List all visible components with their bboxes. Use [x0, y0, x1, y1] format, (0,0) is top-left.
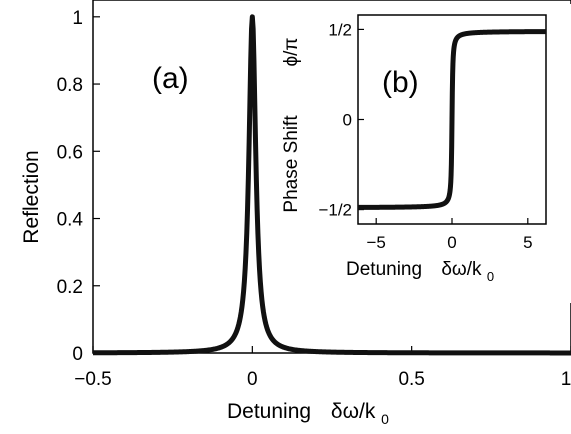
main-y-axis-title: Reflection — [20, 150, 43, 243]
main-x-tick-label: 1 — [561, 369, 571, 390]
panel-a: −0.5 0 0.5 1 00.20.40.60.81 (a) Reflection … — [20, 0, 571, 427]
main-x-ticks: −0.5 0 0.5 1 — [74, 346, 571, 390]
inset-y-ticks: −1/2 0 1/2 — [318, 20, 364, 220]
inset-x-tick-label: −5 — [366, 233, 385, 252]
inset-x-axis-title: Detuning δω/k 0 — [346, 259, 494, 284]
inset-x-tick-label: 0 — [447, 233, 456, 252]
panel-a-label: (a) — [152, 62, 189, 95]
main-y-ticks: 0 0.2 0.4 0.6 0.8 1 — [57, 8, 100, 365]
panel-b-label: (b) — [382, 66, 419, 99]
main-y-tick-label: 1 — [72, 8, 83, 29]
inset-y-axis-title: Phase Shift — [281, 115, 302, 213]
main-x-tick-label: 0 — [247, 369, 258, 390]
reflection-curve — [91, 14, 571, 356]
main-x-axis-title-word: Detuning — [227, 400, 311, 423]
inset-y-axis-symbol: ϕ/π — [281, 37, 302, 66]
panel-b: −5 0 5 −1/2 0 1/2 (b) Phase Shift ϕ/π Detuni… — [267, 4, 571, 303]
inset-x-ticks: −5 0 5 — [366, 218, 533, 252]
main-y-tick-label: 0 — [72, 344, 83, 365]
main-x-tick-label: 0.5 — [398, 369, 424, 390]
inset-x-tick-label: 5 — [523, 233, 532, 252]
inset-x-axis-title-subscript: 0 — [487, 269, 494, 284]
main-x-axis-title: Detuning δω/k 0 — [227, 400, 389, 427]
inset-background — [267, 4, 571, 303]
inset-x-axis-title-symbol: δω/k — [441, 259, 482, 280]
inset-y-tick-label: −1/2 — [318, 201, 352, 220]
main-y-tick-label: 0.8 — [57, 75, 83, 96]
main-y-tick-label: 0.6 — [57, 142, 83, 163]
main-x-tick-label: −0.5 — [74, 369, 112, 390]
inset-x-axis-title-word: Detuning — [346, 259, 422, 280]
inset-y-tick-label: 1/2 — [328, 20, 352, 39]
main-x-axis-title-symbol: δω/k — [331, 400, 376, 423]
phase-shift-curve — [355, 29, 549, 210]
main-y-tick-label: 0.4 — [57, 210, 84, 231]
main-y-tick-label: 0.2 — [57, 277, 83, 298]
main-x-axis-title-subscript: 0 — [381, 411, 389, 427]
inset-y-tick-label: 0 — [343, 111, 352, 130]
